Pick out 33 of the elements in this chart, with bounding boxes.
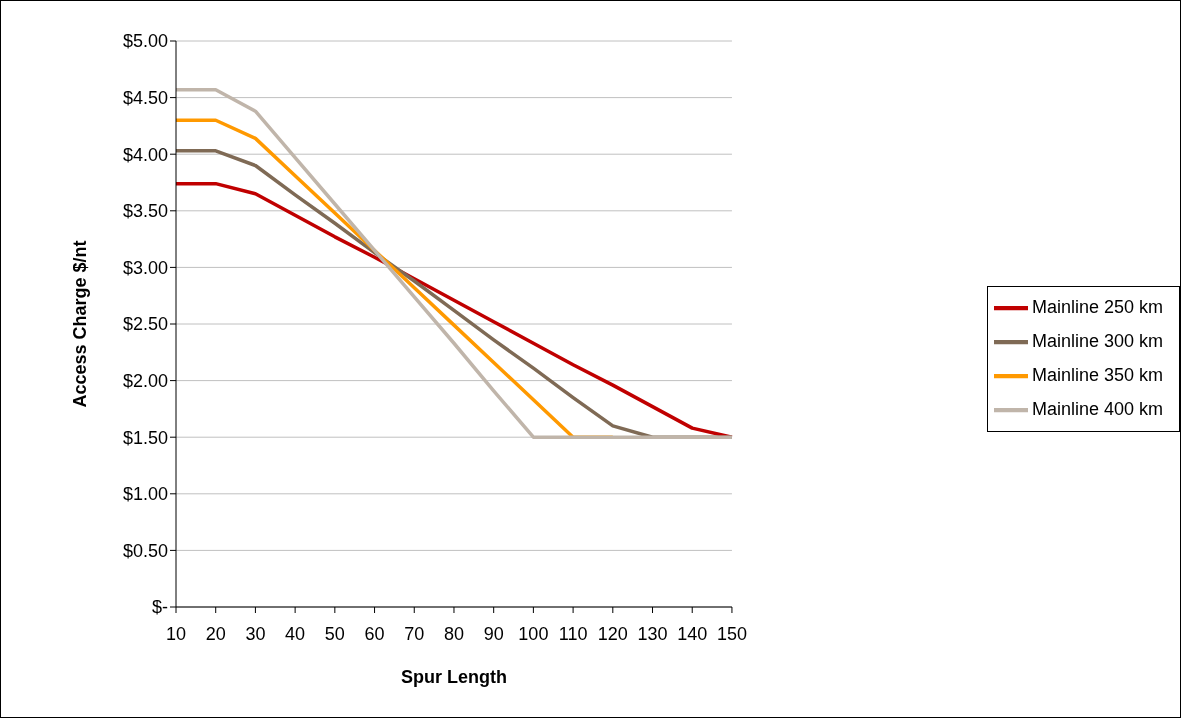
x-tick-label: 10 [165, 623, 187, 644]
y-tick-label: $- [151, 597, 168, 618]
y-tick-label: $2.00 [122, 370, 168, 391]
y-tick-label: $2.50 [122, 314, 168, 335]
x-tick-label: 100 [518, 623, 549, 644]
y-tick-label: $3.00 [122, 257, 168, 278]
x-tick-label: 30 [245, 623, 266, 644]
line-series [174, 87, 734, 439]
y-tick-label: $1.50 [122, 427, 168, 448]
y-axis-title: Access Charge $/nt [70, 240, 91, 408]
x-tick-label: 50 [324, 623, 345, 644]
y-tick-label: $4.00 [122, 144, 168, 165]
x-tick-label: 150 [716, 623, 747, 644]
y-tick-label: $0.50 [122, 540, 168, 561]
x-tick-label: 120 [597, 623, 628, 644]
y-tick-label: $5.00 [122, 31, 168, 52]
legend-label: Mainline 250 km [1031, 296, 1163, 317]
y-tick-label: $3.50 [122, 201, 168, 222]
x-tick-label: 110 [558, 623, 588, 644]
legend-label: Mainline 350 km [1031, 364, 1163, 385]
x-tick-label: 40 [285, 623, 306, 644]
legend-label: Mainline 400 km [1031, 398, 1163, 419]
x-tick-label: 90 [483, 623, 504, 644]
x-axis-title: Spur Length [400, 667, 507, 687]
y-tick-label: $4.50 [122, 87, 168, 108]
x-tick-label: 70 [404, 623, 425, 644]
x-tick-label: 140 [677, 623, 708, 644]
x-tick-label: 20 [205, 623, 226, 644]
legend-label: Mainline 300 km [1031, 330, 1163, 351]
x-tick-label: 80 [443, 623, 464, 644]
y-tick-label: $1.00 [122, 484, 168, 505]
x-tick-label: 60 [364, 623, 385, 644]
x-tick-label: 130 [637, 623, 668, 644]
